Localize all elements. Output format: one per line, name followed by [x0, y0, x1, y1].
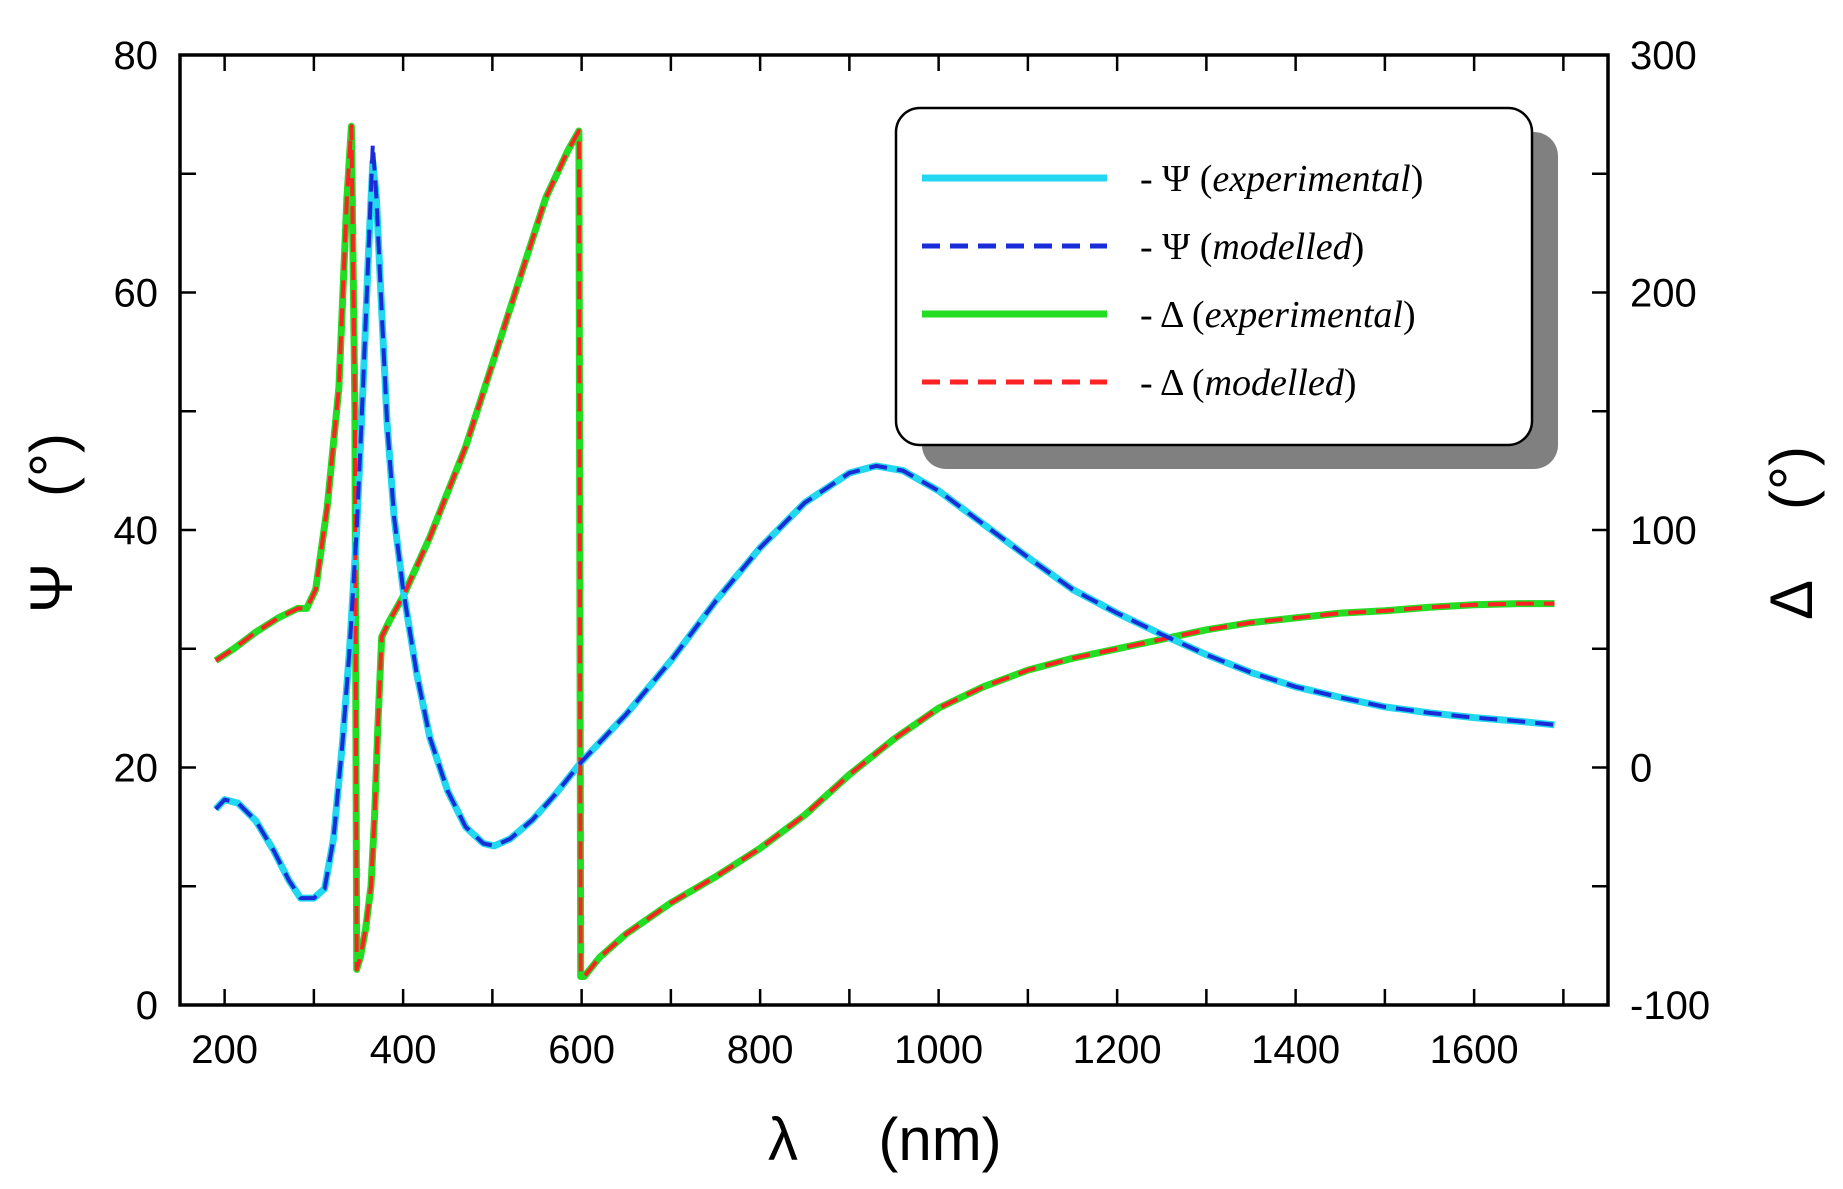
series-line-psi-modelled: [214, 142, 1555, 901]
y-left-tick-label: 0: [136, 984, 158, 1028]
y-left-axis-title-symbol: Ψ: [18, 563, 85, 613]
legend-label-close: ): [1403, 294, 1416, 336]
y-left-tick-label: 80: [114, 34, 159, 78]
y-right-tick-label: -100: [1630, 984, 1710, 1028]
x-axis-title-unit: (nm): [878, 1106, 1001, 1173]
y-right-tick-label: 300: [1630, 34, 1697, 78]
legend-box: [894, 106, 1534, 447]
x-tick-label: 1000: [894, 1028, 983, 1072]
legend-label: - Ψ (modelled): [1140, 226, 1364, 268]
legend-label: - Ψ (experimental): [1140, 158, 1423, 200]
y-right-tick-label: 0: [1630, 747, 1652, 791]
y-left-tick-label: 40: [114, 509, 159, 553]
y-right-tick-label: 100: [1630, 509, 1697, 553]
x-tick-label: 400: [370, 1028, 437, 1072]
legend-label-note: modelled: [1205, 362, 1345, 404]
y-left-axis-title-unit: (°): [18, 433, 85, 497]
x-tick-label: 800: [727, 1028, 794, 1072]
legend-label-note: experimental: [1205, 294, 1403, 336]
legend-items: - Ψ (experimental)- Ψ (modelled)- Δ (exp…: [922, 158, 1423, 404]
legend-label: - Δ (modelled): [1140, 362, 1357, 404]
x-tick-label: 200: [191, 1028, 258, 1072]
legend-label-note: experimental: [1212, 158, 1410, 200]
series-line-delta-modelled: [214, 124, 1555, 979]
legend-label: - Δ (experimental): [1140, 294, 1416, 336]
legend-label-symbol: - Ψ (: [1140, 158, 1212, 200]
y-left-tick-label: 60: [114, 272, 159, 316]
axis-ticks: 200 400 600 800 1000 1200 1400 1600020406080-10…: [114, 34, 1711, 1072]
legend-label-symbol: - Δ (: [1140, 294, 1205, 336]
legend-label-symbol: - Δ (: [1140, 362, 1205, 404]
legend-label-close: ): [1352, 226, 1365, 268]
y-left-tick-label: 20: [114, 747, 159, 791]
y-right-tick-label: 200: [1630, 272, 1697, 316]
legend-label-note: modelled: [1212, 226, 1352, 268]
legend: - Ψ (experimental)- Ψ (modelled)- Δ (exp…: [894, 106, 1558, 469]
x-tick-label: 1600: [1430, 1028, 1519, 1072]
y-right-axis-title-unit: (°): [1758, 446, 1825, 510]
series-layer: [213, 122, 1555, 980]
x-tick-label: 1200: [1073, 1028, 1162, 1072]
x-tick-label: 600: [548, 1028, 615, 1072]
y-right-axis-title-symbol: Δ: [1758, 580, 1825, 620]
legend-label-symbol: - Ψ (: [1140, 226, 1212, 268]
x-tick-label: 1400: [1251, 1028, 1340, 1072]
legend-label-close: ): [1344, 362, 1357, 404]
x-axis-title-symbol: λ: [768, 1106, 798, 1173]
legend-label-close: ): [1411, 158, 1424, 200]
